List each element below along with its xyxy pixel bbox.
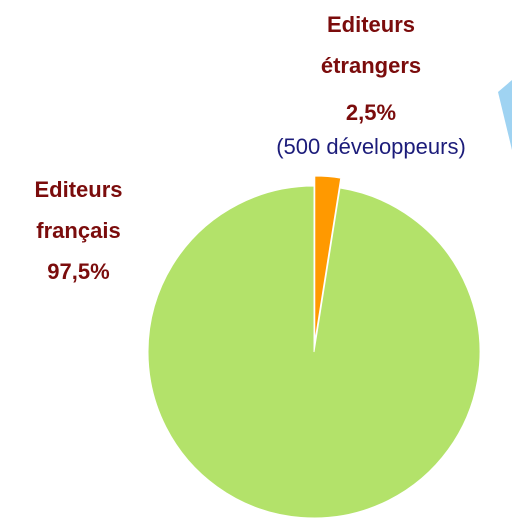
value-label: 97,5% — [47, 259, 110, 284]
pie-slice — [147, 185, 481, 518]
annotation: (500 développeurs) — [276, 134, 466, 159]
category-label: Editeurs français — [34, 177, 123, 243]
arrow-decoration — [498, 80, 512, 150]
pie — [147, 175, 481, 518]
pie-slice — [314, 175, 342, 343]
category-label: Editeurs étrangers — [320, 12, 422, 78]
value-label: 2,5% — [345, 100, 397, 125]
